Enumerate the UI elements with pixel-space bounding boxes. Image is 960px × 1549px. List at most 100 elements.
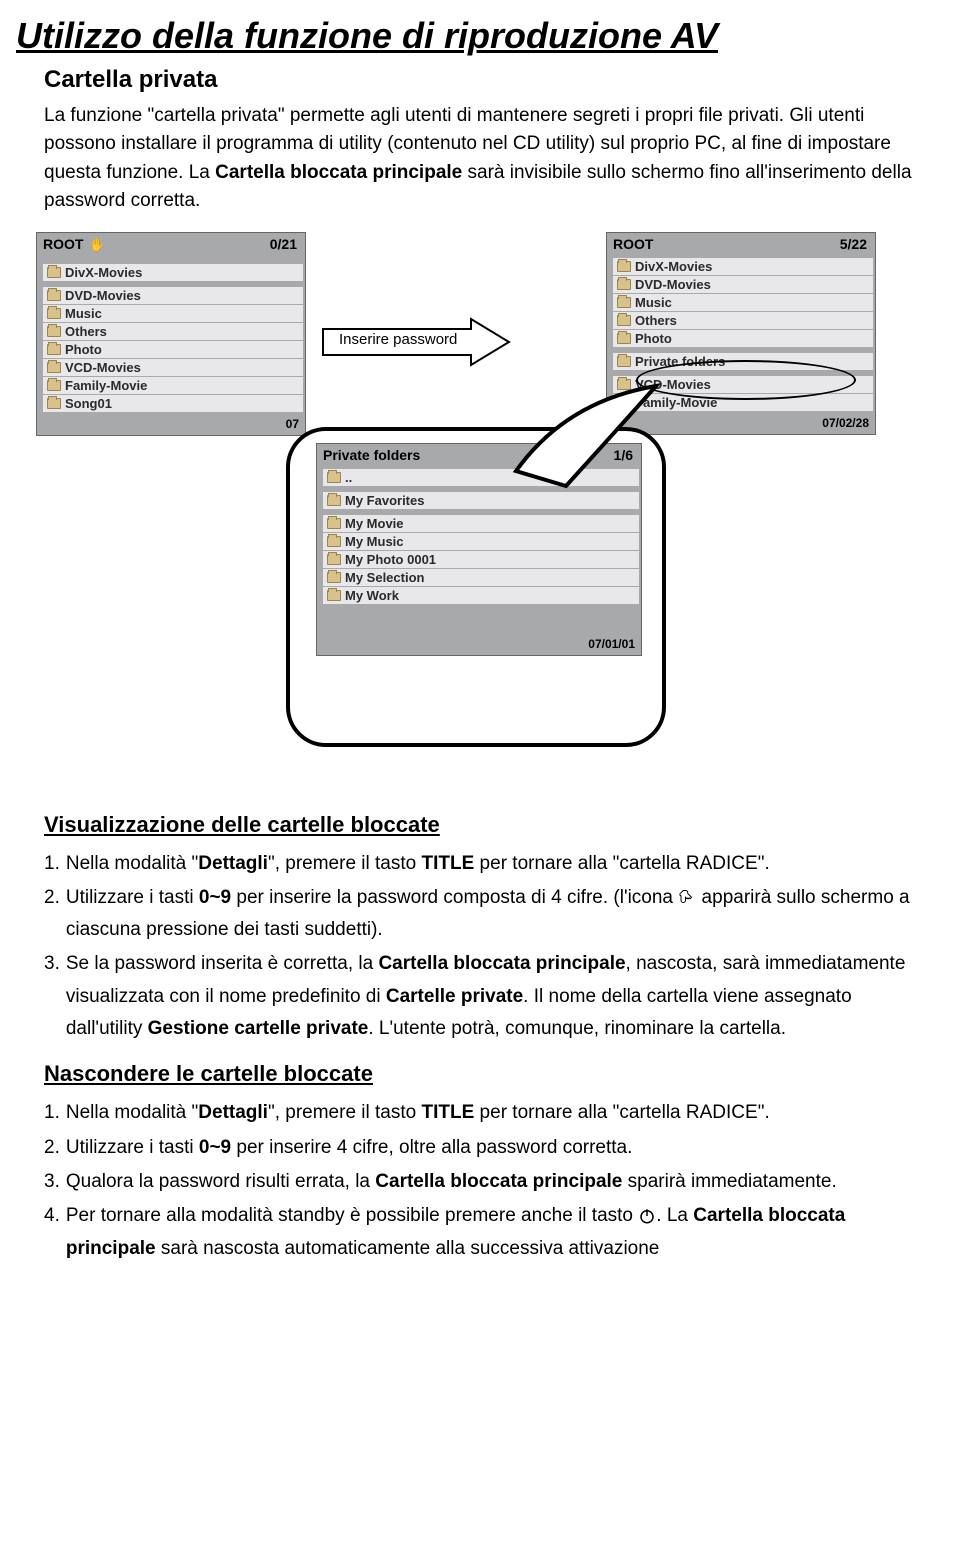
item-number: 1. — [44, 848, 60, 880]
panel-left-header: ROOT ✋ 0/21 — [37, 233, 305, 256]
item-number: 3. — [44, 948, 60, 1045]
panel-left-counter: 0/21 — [270, 236, 297, 253]
numbered-item: 4.Per tornare alla modalità standby è po… — [44, 1200, 920, 1265]
numbered-item: 1.Nella modalità "Dettagli", premere il … — [44, 848, 920, 880]
list-item: Family-Movie — [43, 377, 303, 394]
item-body: Nella modalità "Dettagli", premere il ta… — [66, 1097, 920, 1129]
list-item: Others — [613, 312, 873, 329]
panel-right-counter: 5/22 — [840, 236, 867, 252]
section-title: Cartella privata — [44, 66, 944, 94]
list-item: Song01 — [43, 395, 303, 412]
folder-icon — [47, 308, 61, 319]
password-arrow: Inserire password — [321, 317, 511, 367]
folder-icon — [617, 279, 631, 290]
item-body: Qualora la password risulti errata, la C… — [66, 1166, 920, 1198]
page-title: Utilizzo della funzione di riproduzione … — [16, 16, 944, 56]
item-number: 1. — [44, 1097, 60, 1129]
list-item: My Selection — [323, 569, 639, 586]
item-body: Nella modalità "Dettagli", premere il ta… — [66, 848, 920, 880]
item-label: Photo — [65, 342, 102, 357]
item-body: Utilizzare i tasti 0~9 per inserire 4 ci… — [66, 1132, 920, 1164]
hand-icon: ✋ — [89, 237, 105, 253]
folder-icon — [327, 554, 341, 565]
hide-list: 1.Nella modalità "Dettagli", premere il … — [44, 1097, 920, 1264]
folder-icon — [327, 518, 341, 529]
folder-icon — [617, 315, 631, 326]
panel-right-title: ROOT — [613, 236, 653, 252]
item-label: DivX-Movies — [65, 265, 142, 280]
folder-icon — [617, 333, 631, 344]
list-item: Photo — [613, 330, 873, 347]
list-item: VCD-Movies — [43, 359, 303, 376]
folder-icon — [327, 590, 341, 601]
panel-left: ROOT ✋ 0/21 DivX-Movies DVD-Movies Music Ot… — [36, 232, 306, 436]
folder-icon — [47, 398, 61, 409]
list-item: Music — [43, 305, 303, 322]
item-label: Others — [635, 313, 677, 328]
folder-icon — [47, 290, 61, 301]
folder-icon — [47, 267, 61, 278]
item-label: Music — [65, 306, 102, 321]
item-body: Per tornare alla modalità standby è poss… — [66, 1200, 920, 1265]
panel-right-header: ROOT 5/22 — [607, 233, 875, 255]
list-item: My Movie — [323, 515, 639, 532]
item-label: My Favorites — [345, 493, 424, 508]
item-label: VCD-Movies — [65, 360, 141, 375]
item-number: 4. — [44, 1200, 60, 1265]
item-label: Family-Movie — [65, 378, 147, 393]
folder-icon — [47, 326, 61, 337]
callout-date: 07/01/01 — [317, 607, 641, 655]
list-item: Others — [43, 323, 303, 340]
item-label: Music — [635, 295, 672, 310]
list-item: Private folders — [613, 353, 873, 370]
list-item: DivX-Movies — [43, 264, 303, 281]
folder-icon — [617, 356, 631, 367]
numbered-item: 1.Nella modalità "Dettagli", premere il … — [44, 1097, 920, 1129]
item-label: .. — [345, 470, 352, 485]
list-item: Photo — [43, 341, 303, 358]
folder-icon — [327, 572, 341, 583]
folder-icon — [327, 536, 341, 547]
folder-icon — [47, 344, 61, 355]
folder-icon — [327, 472, 341, 483]
panel-left-title: ROOT — [43, 236, 83, 252]
view-list: 1.Nella modalità "Dettagli", premere il … — [44, 848, 920, 1046]
item-label: DivX-Movies — [635, 259, 712, 274]
list-item: DVD-Movies — [43, 287, 303, 304]
item-body: Se la password inserita è corretta, la C… — [66, 948, 920, 1045]
item-label: My Selection — [345, 570, 424, 585]
folder-icon — [327, 495, 341, 506]
hide-section-title: Nascondere le cartelle bloccate — [44, 1061, 944, 1087]
list-item: Music — [613, 294, 873, 311]
panel-left-date: 07 — [37, 415, 305, 435]
item-label: My Photo 0001 — [345, 552, 436, 567]
list-item: DVD-Movies — [613, 276, 873, 293]
item-label: DVD-Movies — [635, 277, 711, 292]
folder-icon — [617, 297, 631, 308]
panel-left-body: DivX-Movies DVD-Movies Music Others Photo VCD… — [37, 256, 305, 415]
item-label: My Movie — [345, 516, 404, 531]
item-label: DVD-Movies — [65, 288, 141, 303]
item-label: My Music — [345, 534, 404, 549]
callout-bubble: Private folders 1/6 ..My FavoritesMy Mov… — [286, 427, 666, 747]
list-item: DivX-Movies — [613, 258, 873, 275]
item-label: Photo — [635, 331, 672, 346]
numbered-item: 2.Utilizzare i tasti 0~9 per inserire la… — [44, 882, 920, 947]
item-number: 2. — [44, 1132, 60, 1164]
numbered-item: 2.Utilizzare i tasti 0~9 per inserire 4 … — [44, 1132, 920, 1164]
list-item: My Photo 0001 — [323, 551, 639, 568]
item-label: Private folders — [635, 354, 725, 369]
numbered-item: 3.Qualora la password risulti errata, la… — [44, 1166, 920, 1198]
item-body: Utilizzare i tasti 0~9 per inserire la p… — [66, 882, 920, 947]
diagram: ROOT ✋ 0/21 DivX-Movies DVD-Movies Music Ot… — [36, 232, 924, 792]
item-label: Song01 — [65, 396, 112, 411]
arrow-label: Inserire password — [339, 331, 457, 348]
list-item: My Work — [323, 587, 639, 604]
item-label: My Work — [345, 588, 399, 603]
numbered-item: 3.Se la password inserita è corretta, la… — [44, 948, 920, 1045]
item-number: 3. — [44, 1166, 60, 1198]
item-number: 2. — [44, 882, 60, 947]
item-label: Others — [65, 324, 107, 339]
folder-icon — [47, 362, 61, 373]
list-item: My Music — [323, 533, 639, 550]
